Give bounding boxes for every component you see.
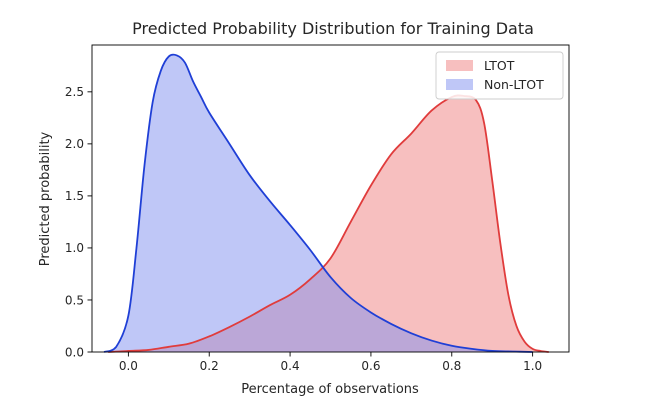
x-axis: 0.0 0.2 0.4 0.6 0.8 1.0: [119, 352, 542, 373]
legend-label-ltot: LTOT: [484, 58, 515, 73]
legend-label-non-ltot: Non-LTOT: [484, 77, 544, 92]
x-axis-label: Percentage of observations: [241, 382, 419, 397]
y-tick-label: 1.0: [65, 241, 84, 255]
axes-frame: [91, 44, 570, 353]
y-axis-label: Predicted probability: [38, 131, 53, 266]
x-tick-label: 0.0: [119, 359, 138, 373]
y-tick-label: 0.0: [65, 345, 84, 359]
density-line-ltot: [108, 94, 549, 353]
legend-swatch-non-ltot: [446, 79, 473, 90]
x-tick-label: 0.4: [281, 359, 300, 373]
density-area-ltot: [108, 95, 549, 352]
y-tick-label: 2.5: [65, 85, 84, 99]
density-line-non-ltot: [103, 53, 533, 353]
x-tick-label: 1.0: [523, 359, 542, 373]
y-tick-label: 2.0: [65, 137, 84, 151]
y-axis: 0.0 0.5 1.0 1.5 2.0 2.5: [65, 85, 92, 359]
y-tick-label: 1.5: [65, 189, 84, 203]
legend-swatch-ltot: [446, 60, 473, 71]
x-tick-label: 0.6: [361, 359, 380, 373]
density-area-non-ltot: [104, 54, 533, 352]
x-tick-label: 0.2: [200, 359, 219, 373]
legend: LTOT Non-LTOT: [435, 51, 564, 100]
chart-title: Predicted Probability Distribution for T…: [132, 19, 534, 38]
x-tick-label: 0.8: [442, 359, 461, 373]
y-tick-label: 0.5: [65, 293, 84, 307]
plot-area: [103, 53, 549, 353]
